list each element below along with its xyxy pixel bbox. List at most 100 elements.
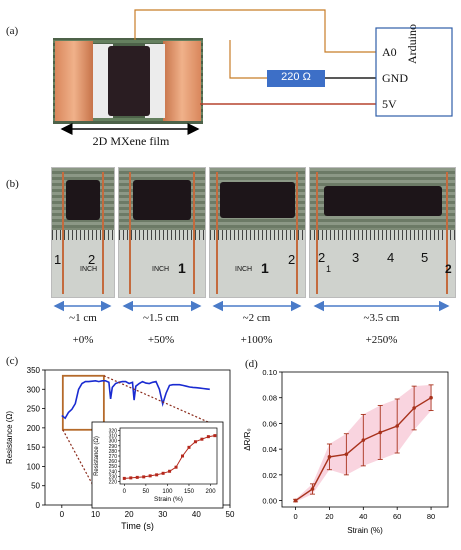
data-point (293, 498, 298, 503)
inset-point (181, 454, 185, 458)
inset-ytick-label: 310 (109, 434, 118, 440)
inset-point (155, 473, 159, 477)
data-point (310, 487, 315, 491)
panel-a-label: (a) (6, 25, 19, 37)
data-point (327, 455, 332, 459)
film-caption: 2D MXene film (92, 134, 170, 148)
photo4-ruler-mark-3: 4 (387, 250, 395, 265)
chart-c-xtick-label: 30 (158, 510, 167, 519)
pin-5v-label: 5V (382, 97, 397, 111)
inset-ytick-label: 280 (109, 449, 118, 455)
photo4-ruler-mark-1: 2 (318, 250, 326, 265)
pin-gnd-label: GND (382, 71, 408, 85)
resistor-label: 220 Ω (281, 71, 311, 83)
inset-ytick-label: 320 (109, 429, 118, 435)
inset-ytick-label: 240 (109, 469, 118, 475)
chart-d-ytick-label: 0.00 (262, 497, 277, 506)
photo4-ruler-mark-2: 3 (352, 250, 360, 265)
inset-ytick-label: 250 (109, 464, 118, 470)
chart-c-ytick-label: 50 (31, 482, 40, 491)
photo2-strain: +50% (147, 334, 175, 346)
mxene-film-photo (53, 38, 203, 124)
zoom-line-top (103, 375, 218, 427)
chart-d-xtick-label: 80 (427, 512, 435, 521)
photo3-ruler-units: INCH (235, 266, 253, 273)
inset-ytick-label: 220 (109, 479, 118, 485)
chart-c-ytick-label: 0 (36, 501, 41, 510)
chart-c-ytick-label: 100 (27, 462, 41, 471)
inset-panel (91, 421, 224, 509)
chart-c-xtick-label: 40 (192, 510, 201, 519)
photo1-length: ~1 cm (69, 312, 97, 324)
panel-c-label: (c) (6, 355, 19, 367)
inset-point (168, 469, 172, 473)
chart-c-ytick-label: 150 (27, 443, 41, 452)
chart-d-xtick-label: 60 (393, 512, 401, 521)
chart-d-frame (281, 371, 449, 508)
inset-point (213, 434, 217, 438)
inset-point (187, 445, 191, 449)
chart-c-xtick-label: 20 (125, 510, 134, 519)
chart-c-ytick-label: 200 (27, 424, 41, 433)
strain-photo-1 (51, 167, 115, 298)
data-point (378, 430, 383, 435)
inset-ytick-label: 270 (109, 454, 118, 460)
chart-d-ytick-label: 0.08 (262, 394, 277, 403)
data-point (429, 395, 433, 400)
chart-d-xtick-label: 40 (359, 512, 367, 521)
panel-d-label: (d) (245, 358, 258, 370)
inset-point (135, 475, 139, 479)
chart-d-ytick-label: 0.10 (262, 368, 277, 377)
photo3-length: ~2 cm (242, 312, 271, 324)
resistance-series-line (61, 379, 210, 420)
inset-point (200, 437, 204, 441)
photo3-strain: +100% (240, 334, 273, 346)
inset-ylabel: Resistance (Ω) (94, 436, 100, 476)
photo1-ruler-units: INCH (80, 266, 98, 273)
chart-d-ytick-label: 0.06 (262, 419, 277, 428)
pin-a0-label: A0 (382, 45, 397, 59)
chart-d-xlabel: Strain (%) (347, 526, 383, 535)
chart-c-xtick-label: 10 (91, 510, 100, 519)
inset-ytick-label: 260 (109, 459, 118, 465)
inset-point (148, 474, 152, 478)
inset-ytick-label: 290 (109, 444, 118, 450)
inset-xtick-label: 100 (162, 489, 173, 495)
data-point (361, 438, 366, 442)
inset-xtick-label: 50 (143, 489, 150, 495)
chart-d-xtick-label: 0 (293, 512, 297, 521)
strain-photo-4 (309, 167, 456, 298)
inset-ytick-label: 300 (109, 439, 118, 445)
photo3-ruler-mark-1: 1 (261, 260, 269, 276)
chart-d-xtick-label: 20 (325, 512, 333, 521)
inset-xtick-label: 200 (206, 489, 217, 495)
inset-xlabel: Strain (%) (154, 496, 183, 503)
zoom-highlight-box (61, 374, 105, 431)
photo3-ruler-mark-2: 2 (288, 252, 296, 267)
photo4-ruler-mark-5: 1 (326, 264, 332, 274)
photo4-length: ~3.5 cm (363, 312, 400, 324)
chart-c-xtick-label: 50 (226, 510, 235, 519)
chart-d-ytick-label: 0.04 (262, 445, 277, 454)
inset-ytick-label: 230 (109, 474, 118, 480)
strain-response-chart: 0 20 40 60 80 0.00 0.02 0.04 0.06 0.08 0.10 Strain… (243, 368, 449, 535)
inset-point (161, 471, 165, 475)
chart-c-ytick-label: 250 (27, 405, 41, 414)
chart-c-xtick-label: 0 (60, 510, 65, 519)
panel-b-label: (b) (6, 178, 19, 190)
inset-point (174, 465, 178, 469)
chart-c-ytick-label: 350 (27, 366, 41, 375)
inset-point (206, 435, 210, 439)
resistance-time-chart: 0 10 20 30 40 50 0 50 100 150 200 250 300 350 Time (s… (5, 366, 235, 531)
data-point (395, 424, 399, 428)
inset-point (193, 440, 197, 444)
strain-photo-2 (118, 167, 206, 298)
photo1-ruler-mark-2: 2 (88, 252, 96, 267)
photo4-ruler-mark-6: 2 (445, 262, 452, 276)
data-point (344, 452, 349, 457)
photo2-ruler-units: INCH (152, 266, 170, 273)
inset-xtick-label: 0 (123, 489, 127, 495)
photo1-ruler-mark-1: 1 (54, 252, 62, 267)
